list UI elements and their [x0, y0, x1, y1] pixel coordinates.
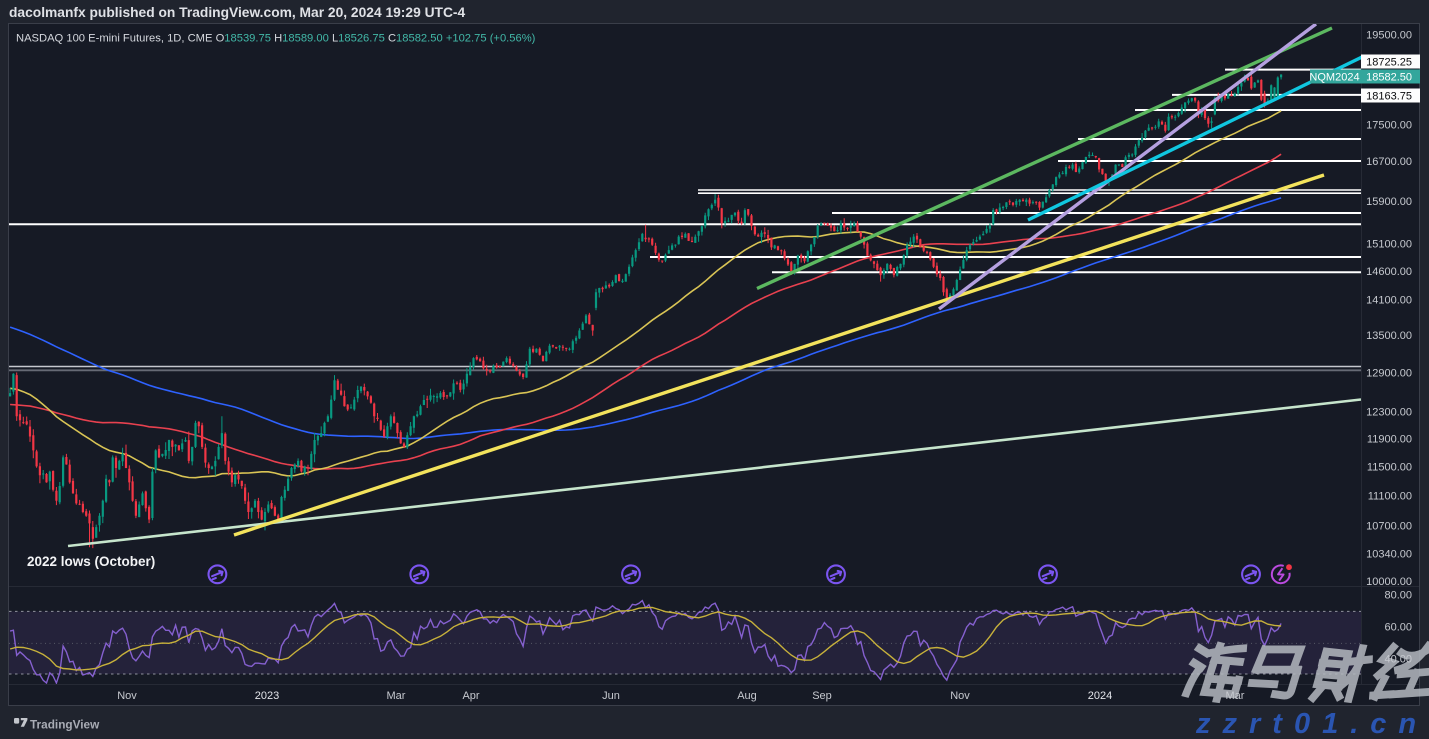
- svg-text:2022 lows (October): 2022 lows (October): [27, 554, 155, 569]
- svg-text:Mar: Mar: [387, 690, 406, 702]
- svg-text:12300.00: 12300.00: [1366, 406, 1412, 418]
- svg-text:18582.50: 18582.50: [1366, 72, 1412, 84]
- svg-text:2024: 2024: [1088, 690, 1112, 702]
- svg-text:18725.25: 18725.25: [1366, 57, 1412, 69]
- svg-text:Nov: Nov: [950, 690, 970, 702]
- svg-text:15100.00: 15100.00: [1366, 238, 1412, 250]
- svg-text:13500.00: 13500.00: [1366, 330, 1412, 342]
- svg-text:NASDAQ 100 E-mini Futures, 1D,: NASDAQ 100 E-mini Futures, 1D, CME O1853…: [16, 33, 536, 45]
- svg-text:14100.00: 14100.00: [1366, 294, 1412, 306]
- svg-text:11500.00: 11500.00: [1367, 461, 1412, 473]
- svg-text:Apr: Apr: [462, 690, 479, 702]
- svg-text:Mar: Mar: [1226, 690, 1245, 702]
- svg-text:60.00: 60.00: [1384, 622, 1412, 634]
- svg-text:dacolmanfx published on Tradin: dacolmanfx published on TradingView.com,…: [9, 5, 466, 20]
- svg-text:12900.00: 12900.00: [1366, 367, 1412, 379]
- svg-text:2023: 2023: [255, 690, 279, 702]
- svg-text:Sep: Sep: [812, 690, 832, 702]
- svg-text:10000.00: 10000.00: [1366, 576, 1412, 588]
- svg-text:Jun: Jun: [602, 690, 620, 702]
- svg-text:80.00: 80.00: [1384, 590, 1412, 602]
- svg-text:Nov: Nov: [117, 690, 137, 702]
- svg-text:zzrt01.cn: zzrt01.cn: [1195, 708, 1428, 739]
- svg-text:11100.00: 11100.00: [1368, 490, 1412, 502]
- svg-text:11900.00: 11900.00: [1367, 433, 1412, 445]
- svg-text:18163.75: 18163.75: [1366, 91, 1412, 103]
- svg-text:14600.00: 14600.00: [1366, 266, 1412, 278]
- svg-text:17500.00: 17500.00: [1366, 119, 1412, 131]
- svg-text:15900.00: 15900.00: [1366, 196, 1412, 208]
- svg-text:NQM2024: NQM2024: [1309, 72, 1359, 84]
- svg-text:10340.00: 10340.00: [1366, 549, 1412, 561]
- svg-text:16700.00: 16700.00: [1366, 156, 1412, 168]
- svg-text:10700.00: 10700.00: [1366, 521, 1412, 533]
- svg-text:Aug: Aug: [737, 690, 757, 702]
- svg-text:40.00: 40.00: [1384, 654, 1412, 666]
- svg-text:19500.00: 19500.00: [1366, 30, 1412, 42]
- svg-text:TradingView: TradingView: [30, 718, 100, 732]
